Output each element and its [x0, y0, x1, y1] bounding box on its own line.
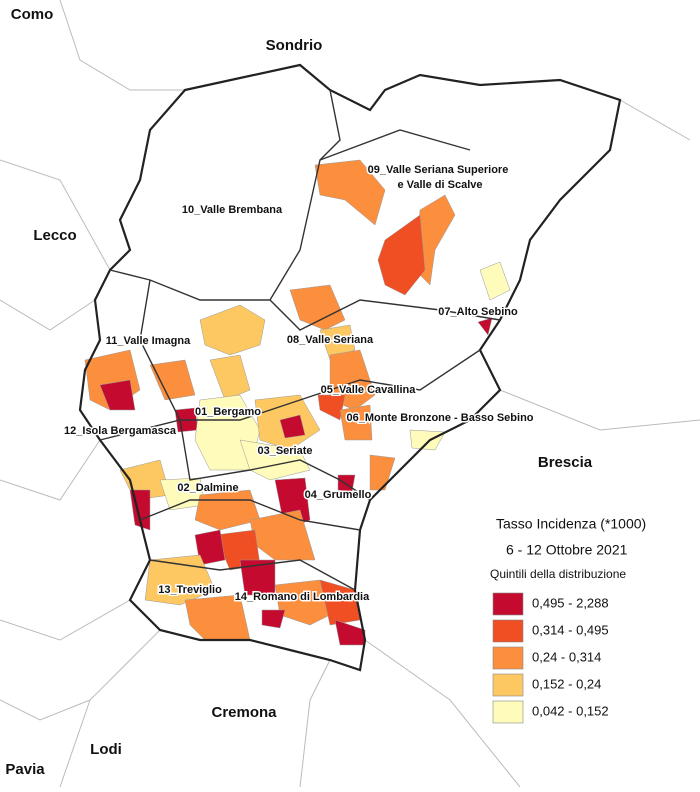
province-label: Lodi	[90, 741, 122, 758]
municipality-area	[317, 394, 346, 421]
municipality-area	[409, 429, 446, 451]
district-label: 14_Romano di Lombardia	[235, 591, 370, 603]
municipality-area	[239, 559, 276, 596]
municipality-area	[199, 304, 266, 356]
legend-label: 0,314 - 0,495	[532, 622, 609, 637]
province-label: Brescia	[538, 454, 593, 471]
legend-swatch	[492, 700, 524, 724]
legend-label: 0,152 - 0,24	[532, 676, 601, 691]
municipality-area	[279, 414, 306, 439]
legend-label: 0,24 - 0,314	[532, 649, 601, 664]
district-label: 05_Valle Cavallina	[321, 384, 417, 396]
legend-label: 0,495 - 2,288	[532, 595, 609, 610]
district-label: 11_Valle Imagna	[106, 335, 191, 347]
municipality-area	[319, 324, 356, 361]
labels: Como Sondrio Lecco Brescia Cremona Lodi Pavia 0…	[5, 6, 646, 778]
legend-subtitle: Quintili della distribuzione	[490, 567, 626, 581]
district-label: 07_Alto Sebino	[438, 306, 518, 318]
province-label: Pavia	[5, 761, 45, 778]
district-label: 04_Grumello	[305, 489, 372, 501]
municipality-area	[209, 354, 251, 401]
municipality-area	[314, 159, 386, 226]
legend-period: 6 - 12 Ottobre 2021	[506, 542, 628, 558]
district-label: 01_Bergamo	[195, 406, 261, 418]
district-label: 09_Valle Seriana Superiore	[368, 164, 509, 176]
municipality-area	[339, 404, 373, 441]
legend-label: 0,042 - 0,152	[532, 703, 609, 718]
municipality-area	[289, 284, 346, 331]
district-label: 12_Isola Bergamasca	[64, 425, 177, 437]
municipality-area	[194, 489, 261, 531]
district-label: 08_Valle Seriana	[287, 334, 374, 346]
legend-swatch	[492, 619, 524, 643]
municipality-area	[479, 261, 511, 301]
district-label: e Valle di Scalve	[397, 179, 482, 191]
district-label: 10_Valle Brembana	[182, 204, 283, 216]
legend-swatch	[492, 673, 524, 697]
municipality-area	[144, 554, 216, 606]
legend-swatch	[492, 646, 524, 670]
district-label: 13_Treviglio	[158, 584, 222, 596]
province-label: Cremona	[211, 704, 277, 721]
municipality-area	[239, 439, 311, 481]
legend-swatch	[492, 592, 524, 616]
district-label: 02_Dalmine	[177, 482, 238, 494]
municipality-area	[377, 214, 426, 296]
district-boundaries	[99, 89, 501, 591]
province-label: Sondrio	[266, 37, 323, 54]
district-label: 06_Monte Bronzone - Basso Sebino	[346, 412, 533, 424]
municipality-area	[334, 619, 366, 646]
legend-title: Tasso Incidenza (*1000)	[496, 516, 646, 532]
municipality-area	[149, 359, 196, 401]
municipality-area	[369, 454, 396, 491]
incidence-areas	[84, 159, 511, 646]
district-label: 03_Seriate	[257, 445, 312, 457]
province-label: Como	[11, 6, 54, 23]
municipality-area	[99, 379, 136, 411]
province-label: Lecco	[33, 227, 76, 244]
municipality-area	[261, 609, 286, 629]
municipality-area	[477, 317, 493, 336]
